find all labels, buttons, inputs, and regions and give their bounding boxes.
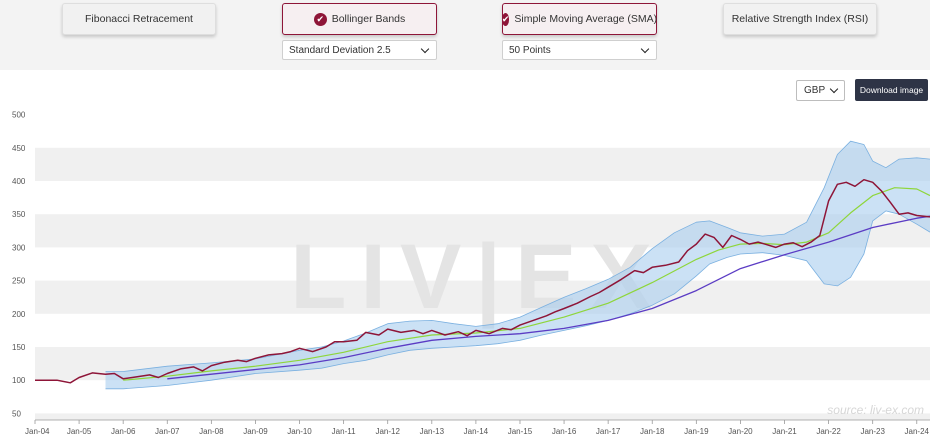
x-tick-label: Jan-17 (596, 427, 621, 436)
x-tick-label: Jan-10 (287, 427, 312, 436)
x-tick-label: Jan-05 (67, 427, 92, 436)
grid-band (35, 147, 930, 182)
chart-grid (35, 147, 930, 420)
check-icon: ✔ (313, 12, 327, 26)
y-axis: 50 100 150 200 250 300 350 400 450 500 (12, 111, 930, 421)
sma-points-select[interactable]: 50 Points (502, 40, 657, 60)
rsi-button[interactable]: Relative Strength Index (RSI) (723, 3, 877, 35)
chevron-down-icon (420, 44, 430, 54)
y-tick-label: 250 (12, 277, 26, 286)
check-icon: ✔ (501, 12, 510, 26)
x-tick-label: Jan-21 (772, 427, 797, 436)
sma-button[interactable]: ✔ Simple Moving Average (SMA) (501, 3, 658, 35)
x-tick-label: Jan-23 (860, 427, 885, 436)
x-tick-label: Jan-15 (508, 427, 533, 436)
bollinger-band-area (105, 141, 930, 389)
x-tick-label: Jan-16 (552, 427, 577, 436)
rsi-label: Relative Strength Index (RSI) (731, 13, 869, 25)
sma-label: Simple Moving Average (SMA) (514, 13, 658, 25)
bollinger-std-value: Standard Deviation 2.5 (289, 44, 391, 56)
x-tick-label: Jan-08 (199, 427, 224, 436)
grid-band (35, 280, 930, 314)
y-tick-label: 500 (12, 111, 26, 120)
y-tick-label: 200 (12, 310, 26, 319)
sma-line (123, 187, 930, 381)
chevron-down-icon (829, 84, 839, 94)
x-tick-label: Jan-11 (332, 427, 356, 436)
x-tick-label: Jan-06 (111, 427, 136, 436)
long-ma-line (167, 215, 930, 380)
download-image-label: Download image (859, 85, 924, 95)
x-tick-label: Jan-22 (816, 427, 841, 436)
bollinger-bands-button[interactable]: ✔ Bollinger Bands (282, 3, 437, 35)
fibonacci-retracement-label: Fibonacci Retracement (85, 13, 193, 25)
download-image-button[interactable]: Download image (855, 79, 928, 101)
sma-points-value: 50 Points (509, 44, 551, 56)
x-tick-label: Jan-24 (905, 427, 930, 436)
bollinger-std-select[interactable]: Standard Deviation 2.5 (282, 40, 437, 60)
x-tick-label: Jan-19 (684, 427, 709, 436)
plot-area (35, 140, 930, 390)
x-tick-label: Jan-09 (243, 427, 268, 436)
x-tick-label: Jan-12 (375, 427, 400, 436)
x-tick-label: Jan-04 (25, 427, 50, 436)
chevron-down-icon (640, 44, 650, 54)
y-tick-label: 400 (12, 177, 26, 186)
y-tick-label: 50 (12, 409, 21, 418)
fibonacci-retracement-button[interactable]: Fibonacci Retracement (62, 3, 216, 35)
currency-select[interactable]: GBP (796, 80, 845, 101)
x-tick-label: Jan-18 (640, 427, 665, 436)
x-tick-label: Jan-14 (464, 427, 489, 436)
currency-value: GBP (804, 85, 826, 96)
source-label: source: liv-ex.com (827, 403, 924, 417)
grid-band (35, 413, 930, 420)
bollinger-bands-label: Bollinger Bands (331, 13, 406, 25)
y-tick-label: 100 (12, 376, 26, 385)
x-tick-label: Jan-13 (420, 427, 445, 436)
x-tick-label: Jan-20 (728, 427, 753, 436)
y-tick-label: 350 (12, 210, 26, 219)
y-tick-label: 450 (12, 144, 26, 153)
y-tick-label: 300 (12, 243, 26, 252)
x-axis: Jan-04 Jan-05 Jan-06 Jan-07 Jan-08 Jan-09 Jan-… (25, 420, 930, 436)
x-tick-label: Jan-07 (155, 427, 180, 436)
index-line (35, 178, 930, 384)
y-tick-label: 150 (12, 343, 26, 352)
